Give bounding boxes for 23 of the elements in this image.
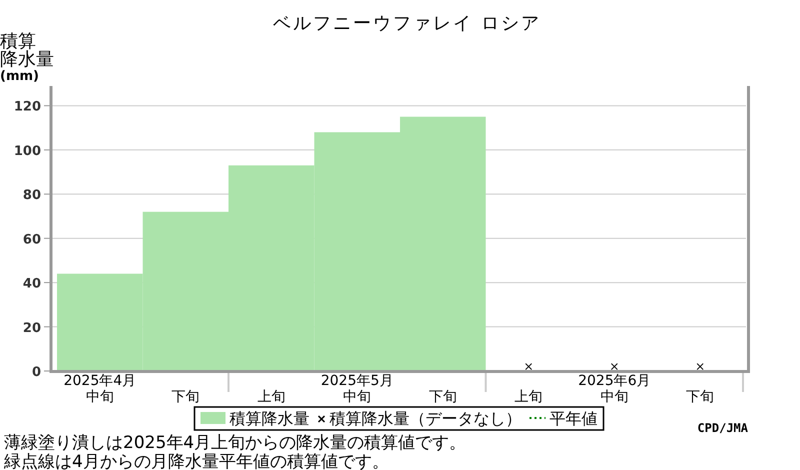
y-tick-label: 120 [14,100,41,115]
x-tick-label: 下旬 [686,389,714,405]
x-tick-label: 2025年6月中旬 [578,373,651,405]
x-tick-label: 2025年5月中旬 [320,373,394,405]
x-tick-label: 上旬 [514,389,543,405]
chart-title: ベルフニーウファレイ ロシア [273,13,541,34]
y-tick-label: 80 [22,188,41,204]
y-tick-label: 40 [22,276,41,292]
x-tick-label: 上旬 [257,389,286,405]
x-tick-label: 下旬 [172,389,200,405]
legend-label: 積算降水量（データなし） [330,409,522,428]
x-tick-label: 2025年4月中旬 [64,373,136,405]
y-tick-label: 20 [22,320,41,336]
legend-label: 積算降水量 [230,409,310,428]
text: 薄緑塗り潰しは2025年4月上旬からの降水量の積算値です。 [4,433,466,453]
y-tick-label: 60 [22,232,41,248]
text: CPD/JMA [697,421,749,435]
y-axis-title: 積算降水量(mm) [0,31,54,84]
legend-label: 平年値 [550,409,598,428]
text: 緑点線は4月からの月降水量平年値の積算値です。 [3,452,389,470]
x-tick-label: 下旬 [428,389,457,405]
y-tick-label: 100 [14,144,41,159]
y-tick-label: 0 [32,365,41,380]
